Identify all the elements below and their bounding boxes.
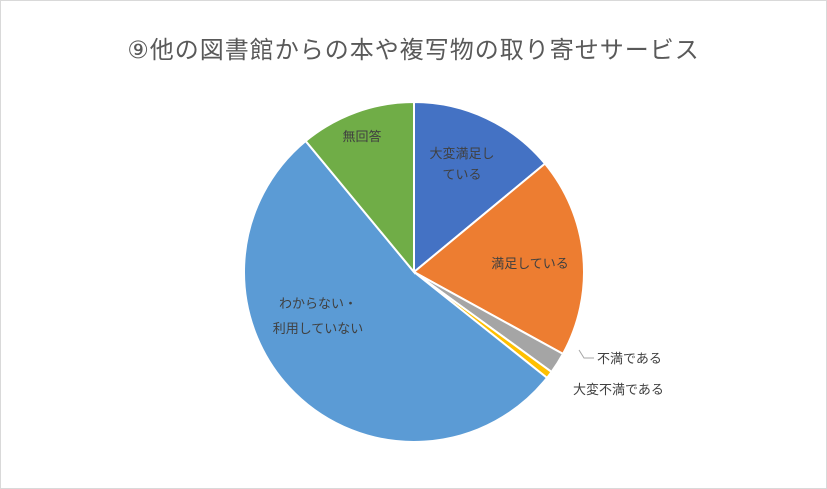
- chart-title: ⑨他の図書館からの本や複写物の取り寄せサービス: [127, 36, 700, 64]
- data-label-line: 無回答: [342, 129, 381, 145]
- data-label-line: 大変不満である: [573, 382, 664, 398]
- data-label-dissatisfied: 不満である: [597, 352, 662, 367]
- pie-slice-very-satisfied: [413, 100, 547, 275]
- data-label-very-dissatisfied: 大変不満である: [573, 382, 664, 398]
- leader-line-dissatisfied: [578, 349, 594, 359]
- data-label-satisfied: 満足している: [491, 257, 569, 272]
- data-label-very-satisfied: 大変満足している: [429, 146, 494, 183]
- data-label-line: 大変満足し: [429, 146, 494, 162]
- pie-slice-satisfied: [412, 162, 585, 356]
- data-label-line: ている: [442, 168, 481, 183]
- pie-slice-unknown-unused: [243, 139, 549, 443]
- data-label-line: 不満である: [597, 352, 662, 367]
- data-label-unknown-unused: わからない・利用していない: [273, 297, 364, 337]
- data-label-line: 利用していない: [273, 322, 364, 337]
- data-label-line: わからない・: [279, 297, 357, 312]
- data-label-no-answer: 無回答: [342, 129, 381, 145]
- pie-slice-no-answer: [304, 100, 415, 275]
- data-label-line: 満足している: [491, 257, 569, 272]
